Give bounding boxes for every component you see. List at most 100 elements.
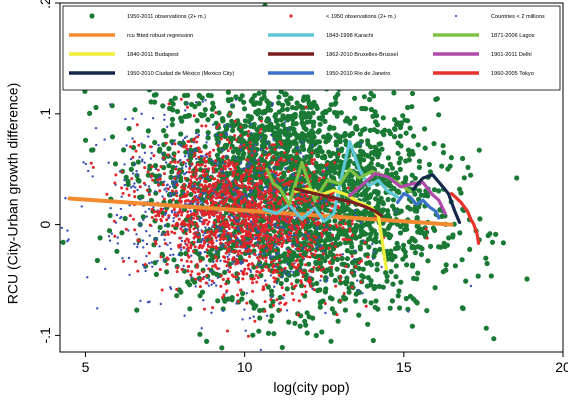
scatter-point [153, 92, 159, 98]
scatter-point [269, 274, 273, 277]
scatter-point [237, 96, 243, 102]
scatter-point [166, 163, 172, 169]
scatter-point [395, 150, 401, 156]
scatter-point [225, 289, 229, 293]
scatter-point [204, 200, 208, 204]
scatter-point [202, 234, 205, 237]
scatter-point [267, 191, 271, 194]
scatter-point [314, 139, 320, 145]
scatter-point [205, 274, 209, 278]
scatter-point [249, 235, 253, 238]
scatter-point [313, 253, 317, 257]
scatter-point [264, 283, 268, 287]
scatter-point [327, 295, 333, 301]
scatter-point [264, 237, 268, 241]
scatter-point [227, 204, 231, 208]
scatter-point [164, 161, 168, 164]
scatter-point [169, 241, 172, 244]
scatter-point [251, 237, 255, 241]
scatter-point [319, 244, 323, 248]
scatter-point [250, 277, 254, 281]
scatter-point [124, 227, 128, 231]
scatter-point [188, 167, 192, 170]
scatter-point [258, 271, 262, 275]
scatter-point [286, 236, 290, 240]
scatter-point [146, 170, 150, 174]
scatter-point [132, 140, 136, 144]
scatter-point [178, 196, 182, 200]
scatter-point [309, 204, 312, 207]
scatter-point [322, 250, 325, 253]
scatter-point [410, 151, 416, 157]
scatter-point [165, 184, 169, 187]
scatter-point [397, 230, 404, 236]
scatter-point [229, 146, 233, 150]
scatter-point [235, 222, 239, 226]
scatter-point [182, 186, 186, 190]
scatter-point [317, 265, 321, 269]
scatter-point [276, 94, 282, 100]
scatter-point [164, 242, 167, 246]
scatter-point [206, 190, 210, 194]
scatter-point [215, 125, 219, 129]
scatter-point [193, 151, 197, 155]
scatter-point [275, 181, 279, 184]
scatter-point [415, 270, 421, 276]
scatter-point [192, 227, 196, 231]
scatter-point [289, 270, 292, 273]
scatter-point [224, 154, 228, 157]
scatter-point [310, 123, 316, 129]
scatter-point [360, 266, 366, 272]
scatter-point [170, 230, 174, 234]
scatter-point [176, 171, 180, 175]
scatter-point [178, 115, 184, 121]
scatter-point [148, 197, 154, 204]
scatter-point [227, 227, 231, 230]
scatter-point [324, 136, 330, 142]
scatter-point [254, 136, 260, 142]
scatter-point [412, 250, 418, 256]
scatter-point [349, 260, 356, 266]
scatter-point [149, 145, 152, 149]
scatter-point [284, 167, 287, 170]
scatter-point [249, 182, 253, 186]
scatter-point [231, 239, 235, 243]
scatter-point [182, 264, 185, 268]
scatter-point [133, 195, 137, 199]
scatter-point [186, 102, 189, 106]
scatter-point [295, 238, 299, 242]
scatter-point [119, 207, 123, 211]
scatter-point [311, 119, 317, 125]
scatter-point [277, 239, 281, 242]
scatter-point [184, 162, 188, 165]
scatter-point [181, 92, 188, 99]
scatter-point [385, 155, 391, 161]
scatter-point [113, 234, 117, 238]
scatter-point [321, 204, 325, 208]
scatter-point [380, 115, 386, 121]
scatter-point [273, 147, 277, 151]
scatter-point [129, 157, 133, 161]
scatter-point [222, 228, 226, 232]
scatter-point [172, 180, 176, 183]
scatter-point [185, 243, 189, 247]
scatter-point [255, 166, 259, 170]
scatter-point [294, 284, 298, 288]
scatter-point [341, 253, 345, 256]
scatter-point [188, 228, 192, 231]
scatter-point [432, 227, 438, 233]
scatter-point [165, 262, 169, 266]
scatter-point [426, 161, 432, 168]
scatter-point [302, 184, 305, 187]
scatter-point [132, 107, 138, 113]
scatter-point [271, 104, 274, 107]
scatter-point [235, 302, 238, 305]
scatter-point [175, 270, 179, 274]
scatter-point [158, 245, 161, 248]
scatter-point [115, 213, 119, 217]
scatter-point [219, 259, 222, 262]
scatter-point [144, 269, 147, 273]
scatter-point [214, 159, 217, 163]
scatter-point [261, 285, 265, 289]
scatter-point [204, 99, 207, 102]
